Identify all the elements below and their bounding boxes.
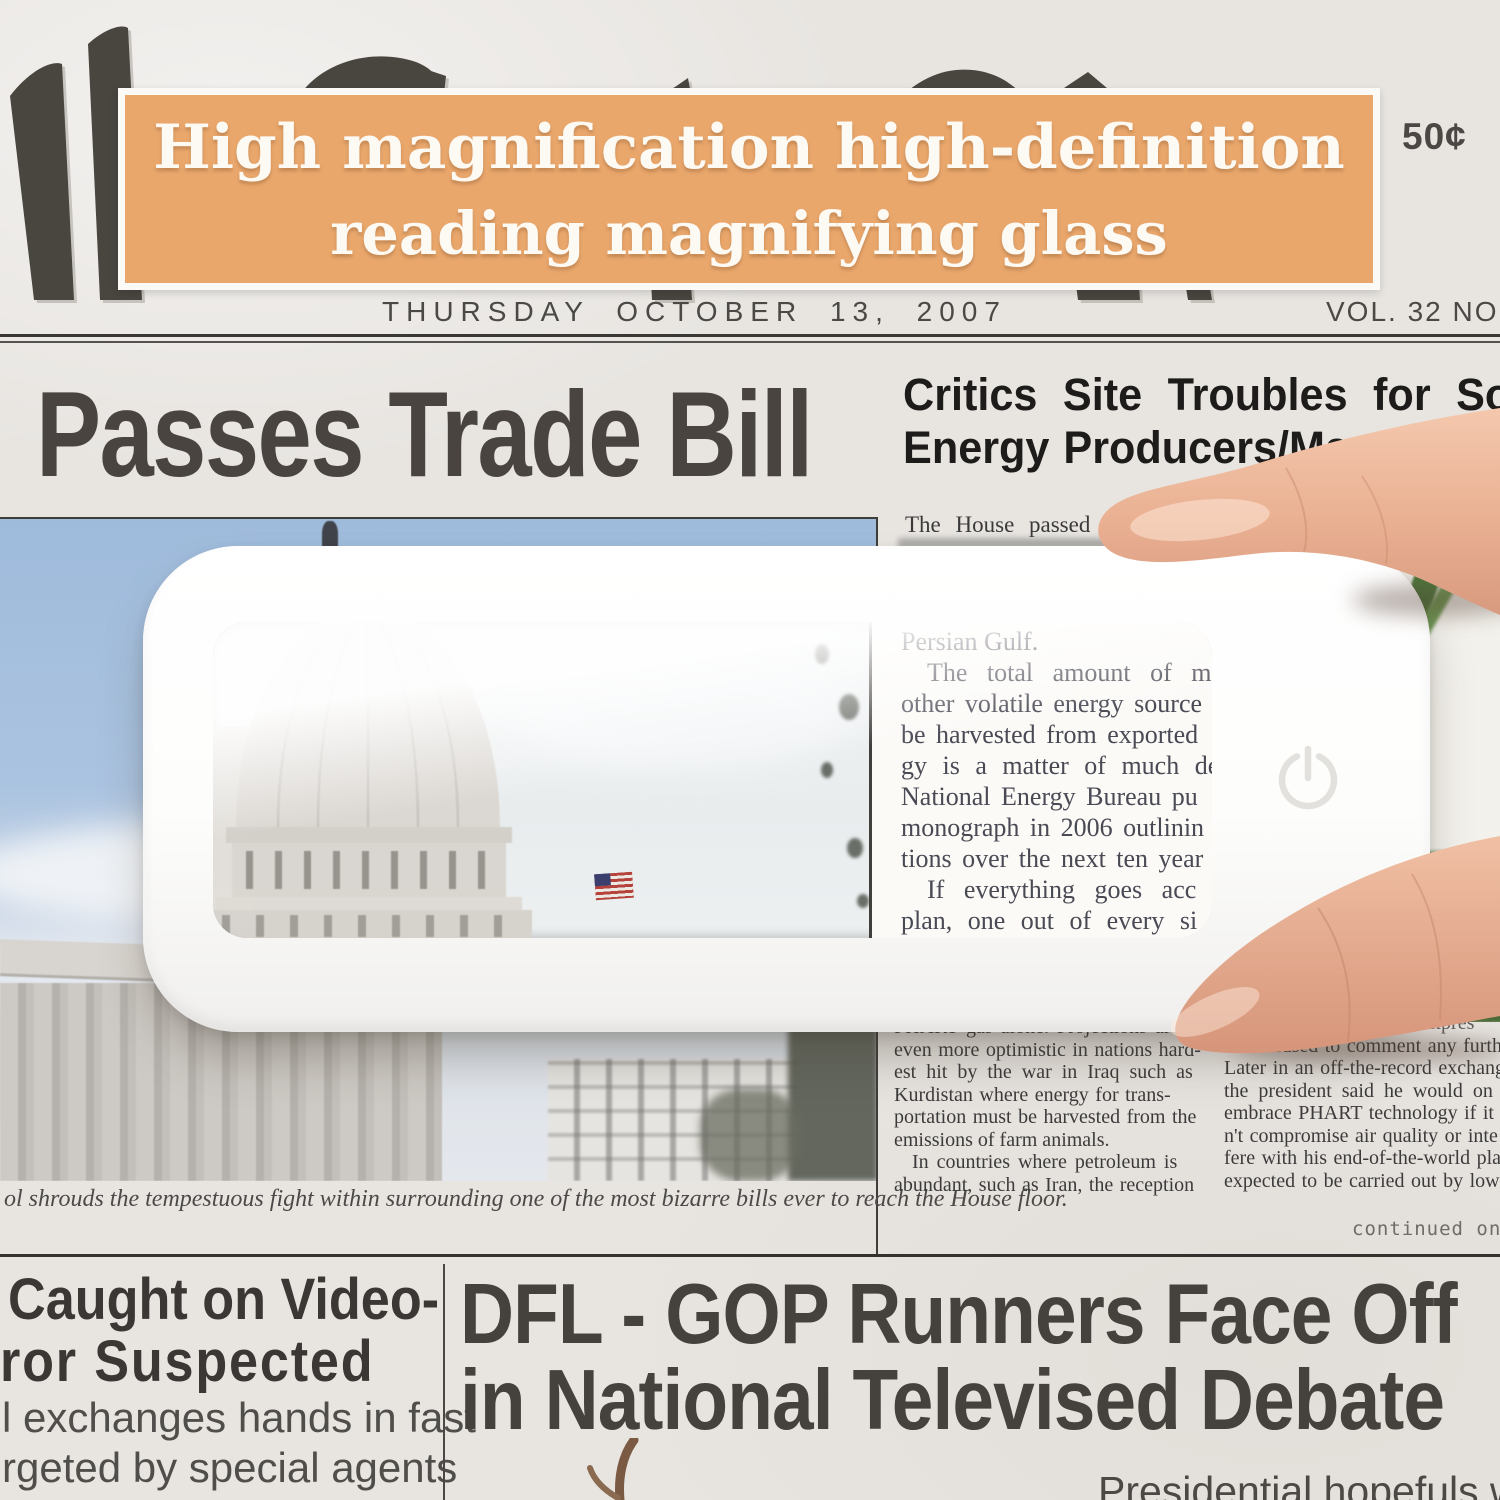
magnified-line: monograph in 2006 outlinin [901,813,1205,842]
magnified-line: Persian Gulf. [901,627,1039,656]
secondary-headline: Critics Site Troubles for Some Energy Pr… [903,368,1500,474]
capitol-statue [322,521,338,553]
tree-branch [847,838,863,858]
article-line: Later in an off-the-record exchang [1224,1057,1500,1079]
photo-caption: ol shrouds the tempestuous fight within … [4,1186,1068,1212]
cloud [513,652,853,772]
fruit [1452,960,1472,974]
bottom-left-subhead-line-1: l exchanges hands in fast [2,1394,476,1441]
article-line: fere with his end-of-the-world pla [1224,1147,1500,1169]
magnified-line: be harvested from exported [901,720,1199,749]
main-headline: Passes Trade Bill [36,366,813,502]
newspaper-price: 50¢ [1402,116,1467,157]
magnifier-lens: Persian Gulf. The total amount of me oth… [213,622,1212,938]
bottom-left-subhead-line-2: rgeted by special agents [2,1444,458,1491]
bottom-center-headline-line-2: in National Televised Debate [460,1353,1445,1448]
magnified-line: If everything goes acc [927,875,1197,904]
masthead-rule-thick [0,334,1500,337]
us-flag [594,871,634,901]
bottom-left-headline-line-2: ror Suspected [0,1329,375,1394]
banner-line-1: High magnification high-definition [153,112,1345,183]
magnified-article-text: Persian Gulf. The total amount of me oth… [901,626,1212,936]
magnified-line: gy is a matter of much de [901,751,1212,780]
tree [700,1089,800,1181]
power-icon[interactable] [1272,740,1344,812]
capitol-wing-building [548,1059,798,1181]
article-column-right: grotesque facial expres and refused to c… [1224,1012,1500,1192]
article-line: n't compromise air quality or inte [1224,1124,1498,1147]
article-line: and refused to comment any furthe [1224,1034,1500,1057]
article-line: the president said he would on [1224,1079,1493,1102]
article-line: Kurdistan where energy for trans- [894,1083,1171,1106]
magnified-capitol-dome [213,622,532,938]
tree-branch [839,694,859,720]
bottom-left-headline-line-1: Caught on Video- [8,1267,440,1332]
magnified-line: tions over the next ten year [901,844,1204,873]
magnified-line: plan, one out of every si [901,906,1198,935]
magnifier-body[interactable]: Persian Gulf. The total amount of me oth… [143,546,1430,1032]
article-line: embrace PHART technology if it di [1224,1102,1500,1124]
banner-line-2: reading magnifying glass [330,199,1168,268]
article-line: expected to be carried out by low pa [1224,1169,1500,1192]
article-line: In countries where petroleum is [912,1151,1178,1173]
article-intro: The House passed the [905,512,1134,537]
secondary-headline-line-2: Energy Producers/Manufacturers [903,422,1500,473]
secondary-headline-line-1: Critics Site Troubles for Some [903,369,1500,420]
newspaper-date: THURSDAY OCTOBER 13, 2007 [382,296,1007,327]
tree-branch [857,894,869,908]
tree-branch [821,762,833,778]
bottom-center-headline-line-1: DFL - GOP Runners Face Off [460,1267,1458,1362]
article-line: est hit by the war in Iraq such as [894,1061,1193,1083]
magnified-line: National Energy Bureau pu [901,782,1198,811]
section-rule [0,1254,1500,1257]
promo-banner: High magnification high-definition readi… [118,88,1380,290]
masthead-rule-thin [0,341,1500,343]
newspaper-volume: VOL. 32 NO.10 [1326,296,1500,327]
article-line: abundant, such as Iran, the reception [894,1173,1195,1196]
article-line: even more optimistic in nations hard- [894,1038,1201,1061]
magnified-line: other volatile energy source [901,689,1203,718]
continued-on-page-note: continued on page [1352,1218,1500,1240]
article-line: portation must be harvested from the [894,1106,1197,1128]
tree-branch [815,644,829,664]
magnified-line: The total amount of me [927,658,1212,687]
article-line: emissions of farm animals. [894,1128,1110,1151]
bottom-center-subhead: Presidential hopefuls will [1098,1468,1500,1500]
